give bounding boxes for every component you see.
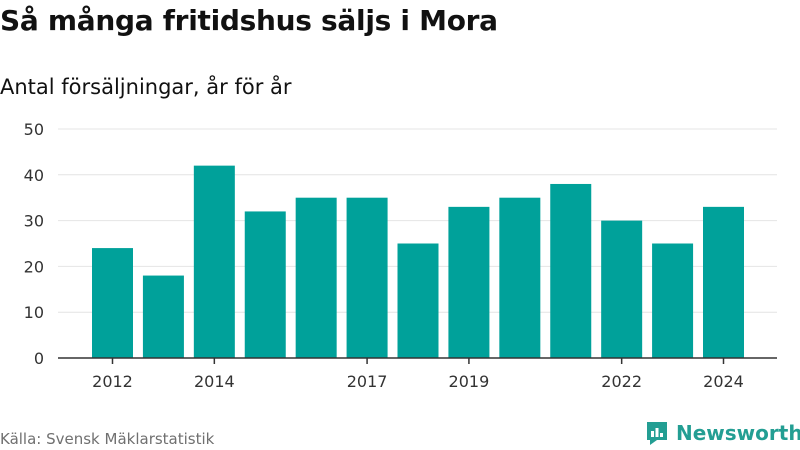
bar-2014 [193,165,235,358]
x-tick-label: 2017 [347,372,388,391]
bar-2020 [499,197,541,358]
x-tick-label: 2012 [92,372,133,391]
brand-logo: Newsworthy [644,420,800,446]
bar-chart: 0 10 20 30 40 50 2012 2014 2017 2019 2022 2024 [24,120,777,391]
x-tick-label: 2019 [449,372,490,391]
bar-2019 [448,206,490,358]
y-tick-label: 20 [24,257,44,276]
bar-2016 [295,197,337,358]
x-tick-label: 2022 [601,372,642,391]
bar-2018 [397,243,439,358]
chart-subtitle: Antal försäljningar, år för år [0,75,292,99]
y-tick-label: 40 [24,166,44,185]
y-tick-label: 10 [24,303,44,322]
chart-title: Så många fritidshus säljs i Mora [0,4,498,37]
newsworthy-logo-icon [647,422,667,445]
source-note: Källa: Svensk Mäklarstatistik [0,430,215,448]
bar-2015 [244,211,286,358]
y-tick-label: 0 [34,349,44,368]
bar-2021 [550,183,592,358]
brand-name: Newsworthy [676,421,800,445]
y-tick-label: 50 [24,120,44,139]
bar-2012 [92,248,133,358]
bar-2022 [601,220,643,358]
bar-2013 [142,275,184,358]
bar-2023 [652,243,694,358]
bar-2017 [346,197,388,358]
x-tick-label: 2024 [703,372,744,391]
x-tick-label: 2014 [194,372,235,391]
y-tick-label: 30 [24,212,44,231]
bar-2024 [703,206,744,358]
